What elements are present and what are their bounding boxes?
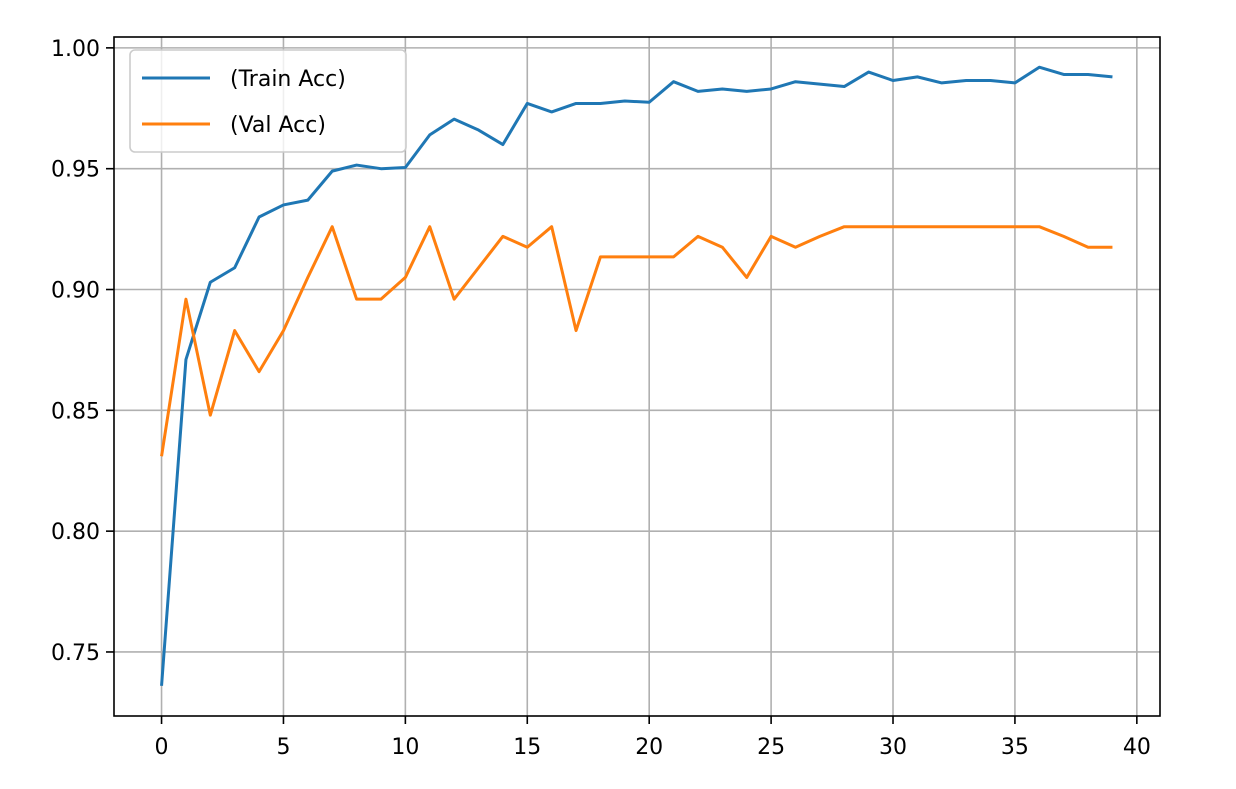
y-tick-label: 0.75 [51, 641, 100, 666]
series-lines [160, 65, 1113, 686]
series-line-1 [160, 225, 1113, 457]
x-tick-label: 40 [1123, 735, 1151, 760]
legend-box [129, 49, 407, 153]
x-tick-label: 30 [879, 735, 907, 760]
plot-frame [113, 36, 1161, 717]
x-tick-label: 5 [276, 735, 290, 760]
legend-label: (Val Acc) [230, 113, 326, 138]
x-tick-label: 10 [391, 735, 419, 760]
x-tick-label: 25 [757, 735, 785, 760]
x-tick-label: 15 [513, 735, 541, 760]
x-tick-label: 35 [1001, 735, 1029, 760]
legend-label: (Train Acc) [230, 67, 346, 92]
y-tick-label: 1.00 [51, 37, 100, 62]
x-tick-label: 20 [635, 735, 663, 760]
y-tick-label: 0.80 [51, 520, 100, 545]
y-tick-label: 0.95 [51, 158, 100, 183]
y-axis: 0.75 0.80 0.85 0.90 0.95 1.00 [51, 37, 114, 666]
grid [114, 37, 1160, 716]
y-tick-label: 0.85 [51, 399, 100, 424]
y-tick-label: 0.90 [51, 279, 100, 304]
x-axis: 0 5 10 15 20 25 30 35 40 [155, 716, 1151, 760]
legend: (Train Acc) (Val Acc) [129, 49, 407, 153]
series-line-0 [160, 65, 1113, 686]
x-tick-label: 0 [155, 735, 169, 760]
